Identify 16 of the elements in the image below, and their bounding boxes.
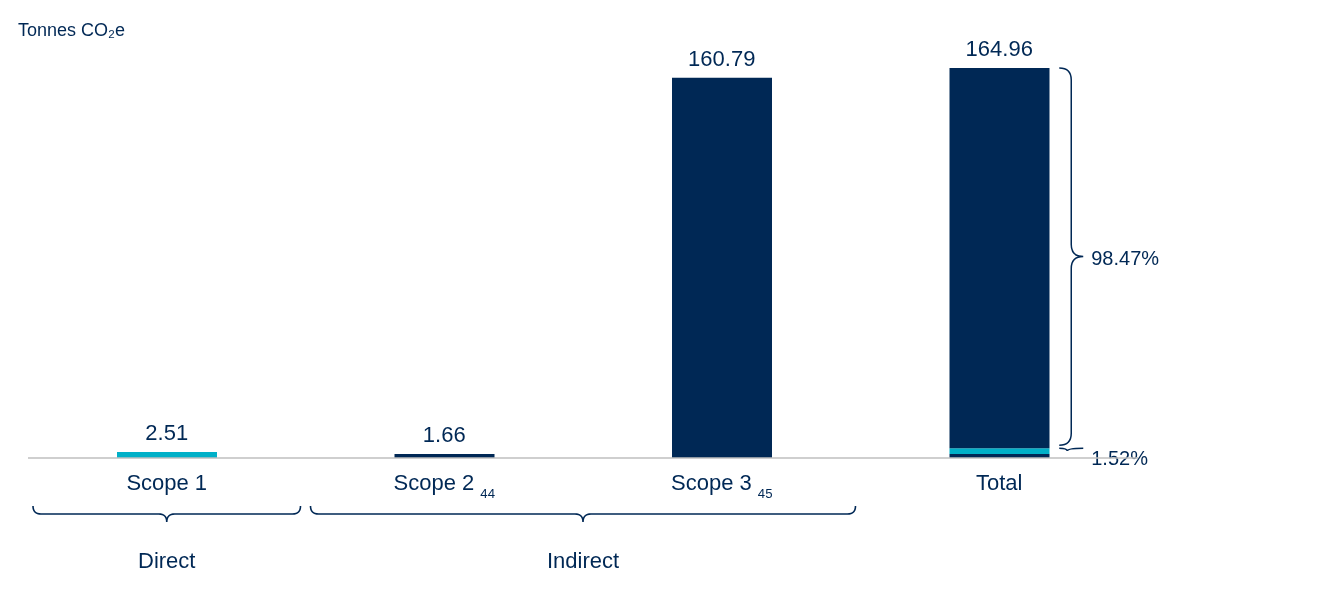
x-tick-label: Scope 2 $_{44}$ <box>393 470 496 501</box>
text: Direct <box>138 548 196 573</box>
annotation: 1.52% <box>1091 447 1149 470</box>
text: Indirect <box>546 548 620 573</box>
x-tick-label: Scope 3 $_{45}$ <box>670 470 773 501</box>
data-label: 160.79 <box>688 45 756 71</box>
annotation: 98.47% <box>1091 247 1160 270</box>
data-label: 1.66 <box>422 422 466 448</box>
y-axis-title: Tonnes CO₂e <box>18 20 126 40</box>
x-tick-label: Scope 1 <box>126 470 208 495</box>
data-label: 2.51 <box>145 420 189 446</box>
bar <box>672 77 772 458</box>
bar <box>949 448 1050 455</box>
total-label: 164.96 <box>965 36 1033 61</box>
x-tick-label: Total <box>976 470 1023 495</box>
bar <box>949 68 1050 449</box>
